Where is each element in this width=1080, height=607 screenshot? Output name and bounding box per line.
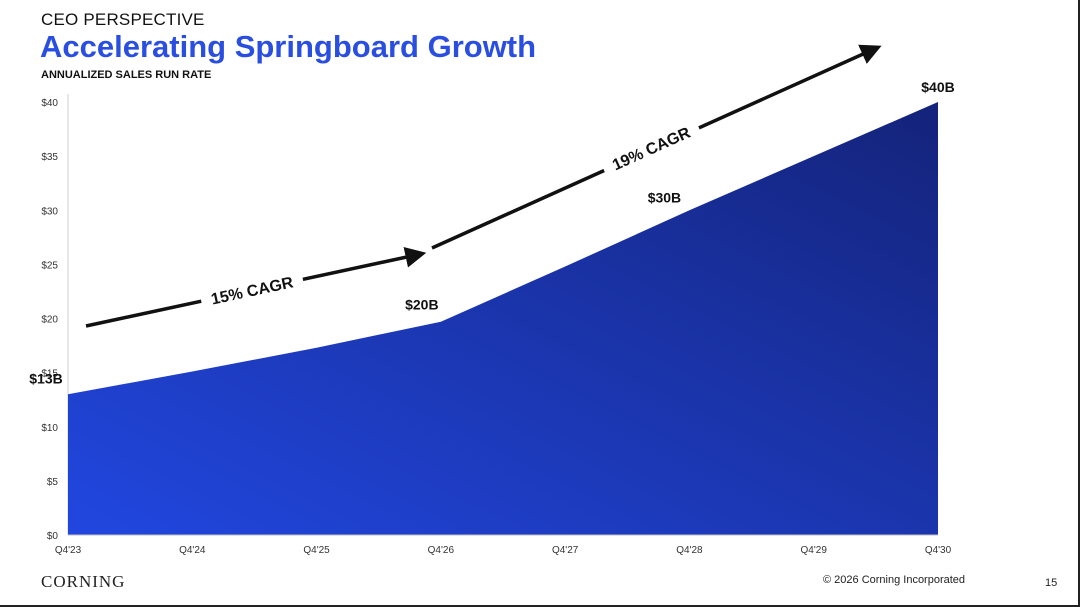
x-tick-label: Q4'30 [925,545,952,556]
chart-subtitle: ANNUALIZED SALES RUN RATE [41,69,212,81]
data-label: $30B [648,189,681,205]
cagr-label-bg [598,114,703,180]
x-tick-label: Q4'29 [801,545,828,556]
data-label: $13B [29,370,62,386]
y-tick-label: $15 [41,369,58,380]
x-tick-label: Q4'25 [303,545,330,556]
x-tick-label: Q4'27 [552,545,579,556]
page-title: Accelerating Springboard Growth [40,29,537,64]
y-tick-label: $25 [41,260,58,271]
y-tick-label: $40 [41,98,58,109]
corning-logo: CORNING [41,572,126,591]
y-tick-label: $30 [41,206,58,217]
section-eyebrow: CEO PERSPECTIVE [41,10,205,29]
y-tick-label: $10 [41,423,58,434]
x-tick-label: Q4'24 [179,545,206,556]
y-tick-label: $5 [47,477,59,488]
data-label: $20B [405,297,438,313]
copyright-text: © 2026 Corning Incorporated [823,574,966,586]
page-number: 15 [1045,577,1058,589]
x-tick-label: Q4'26 [428,545,455,556]
x-tick-label: Q4'28 [676,545,703,556]
y-tick-label: $0 [47,531,59,542]
y-tick-label: $20 [41,315,58,326]
data-label: $40B [921,79,954,95]
sales-area [68,102,938,535]
x-tick-label: Q4'23 [55,545,82,556]
y-tick-label: $35 [41,152,58,163]
cagr-label-bg [198,266,306,312]
